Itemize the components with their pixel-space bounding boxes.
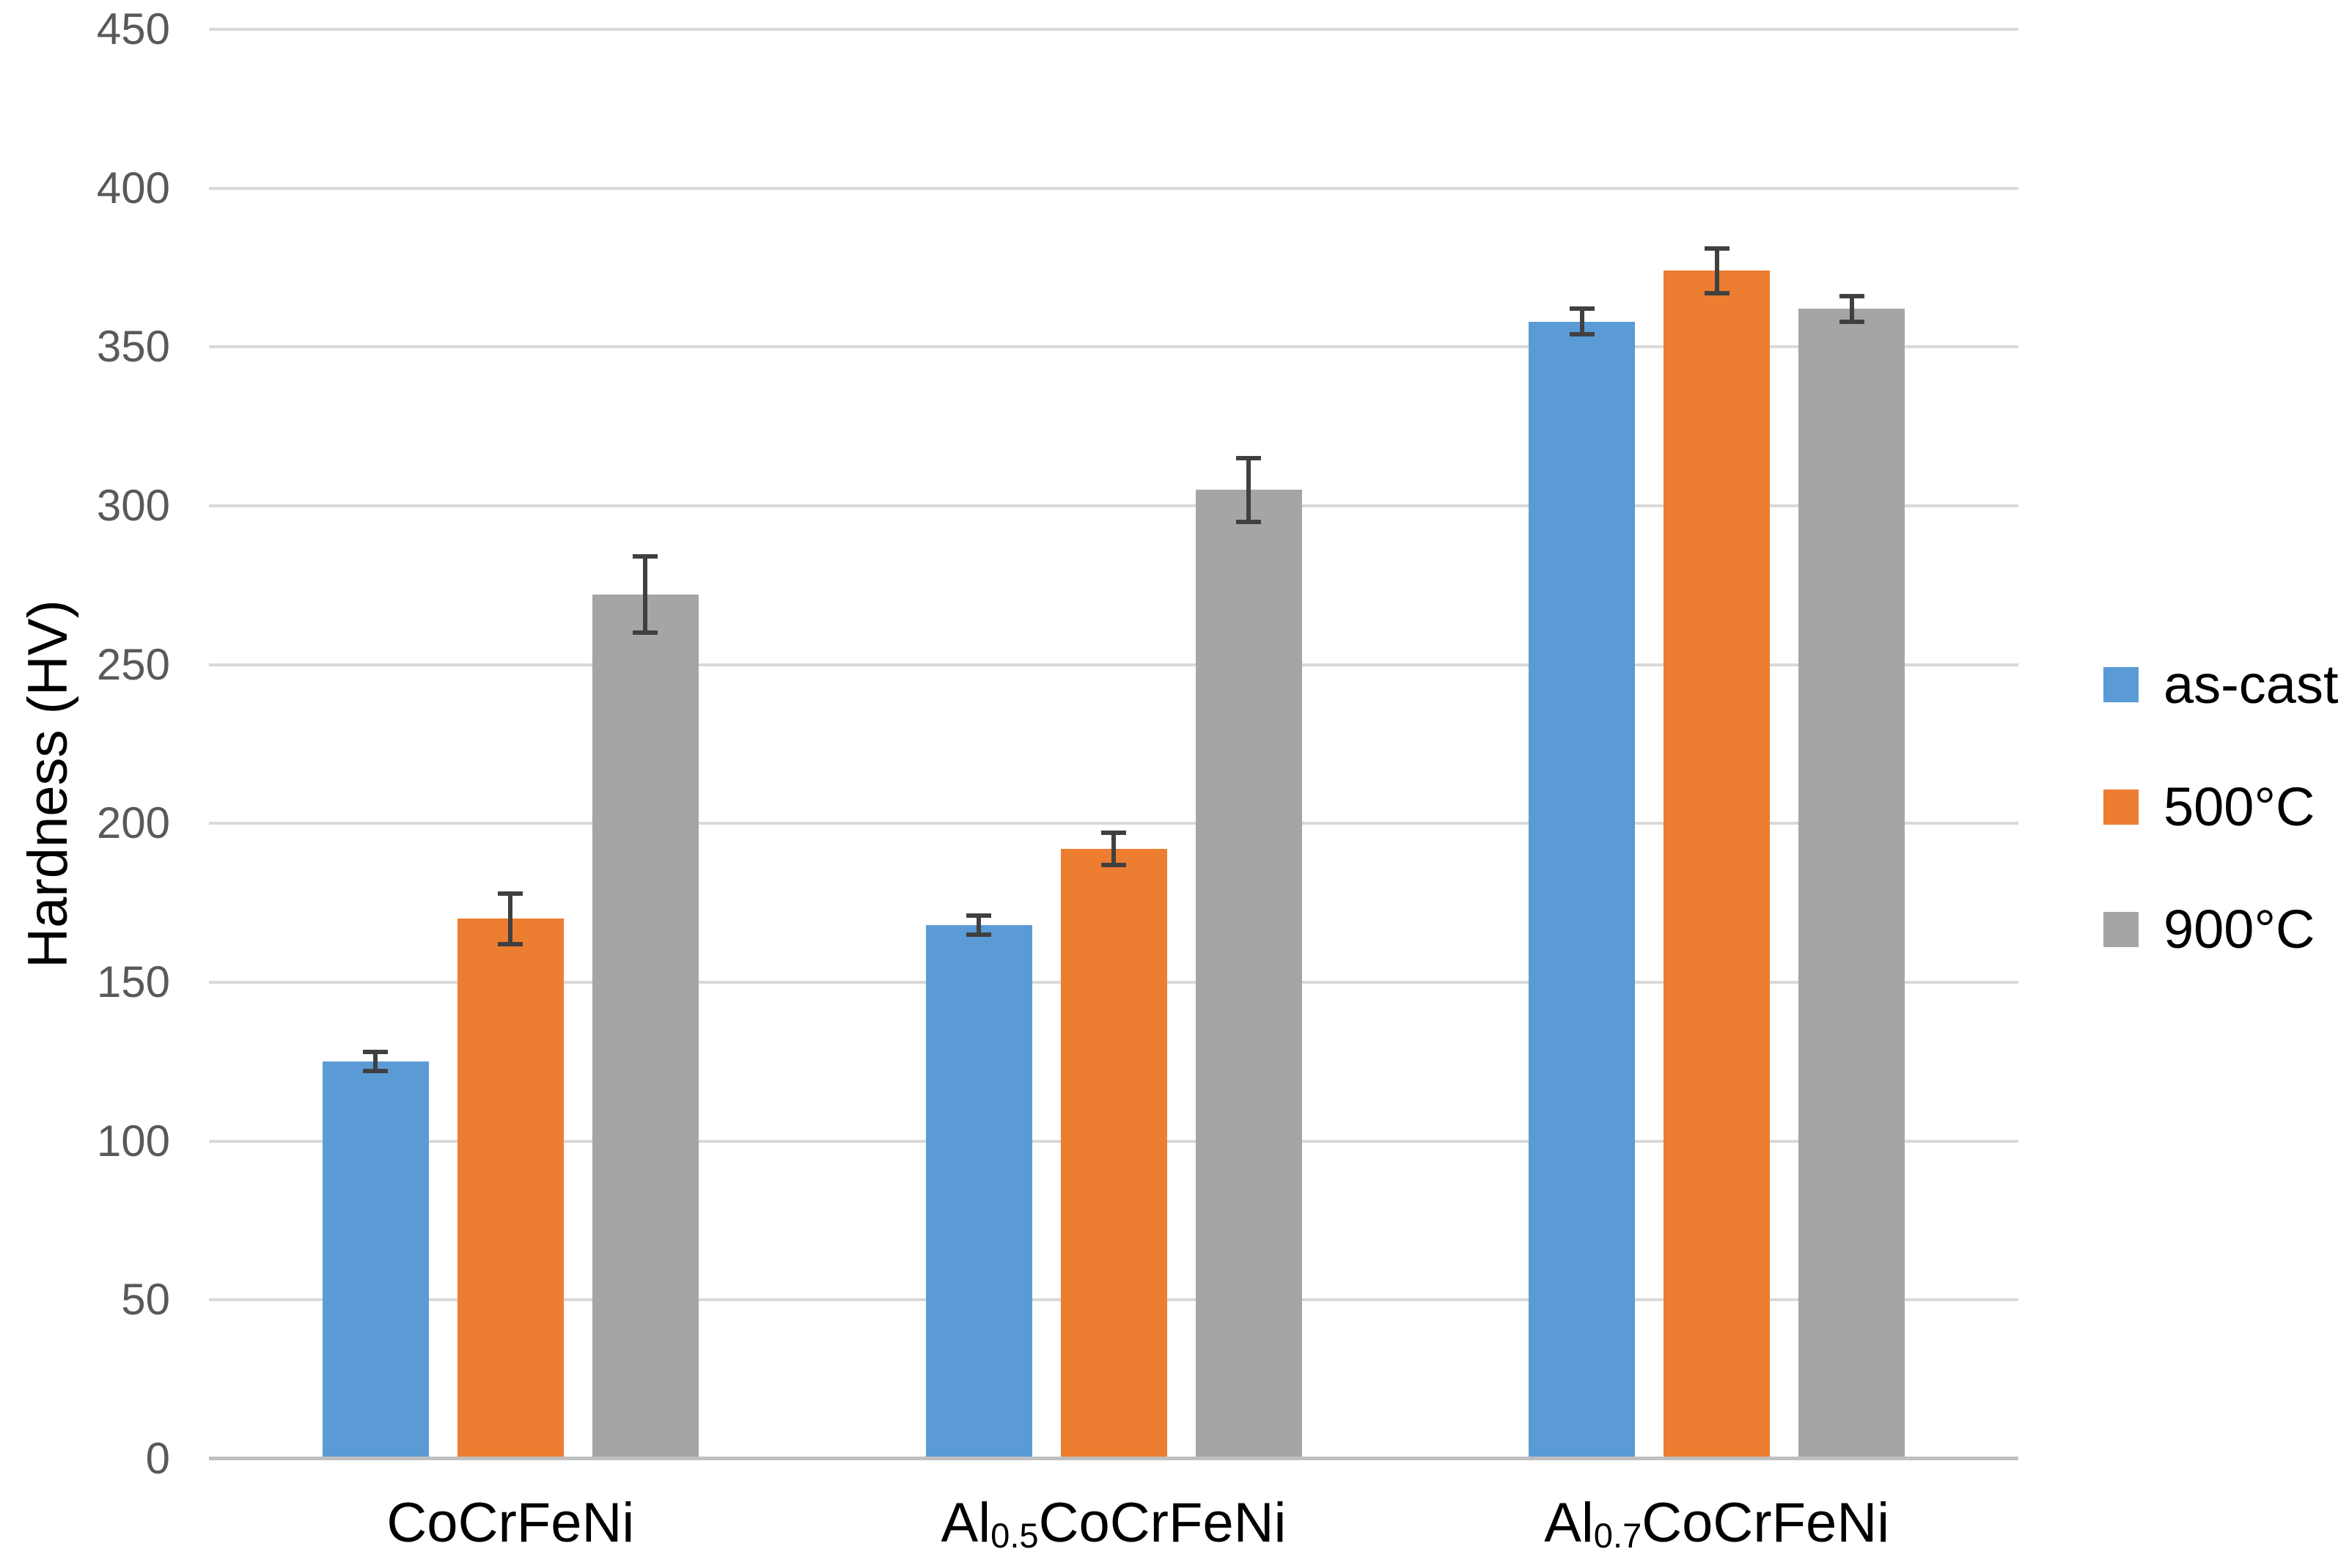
bar-500°C-Al0.5CoCrFeNi: [1060, 849, 1167, 1459]
error-cap-bottom-900°C-CoCrFeNi: [633, 630, 658, 636]
error-cap-top-as-cast-Al0.7CoCrFeNi: [1569, 306, 1595, 312]
y-tick-label-200: 200: [96, 798, 170, 848]
y-tick-label-400: 400: [96, 163, 170, 213]
legend-item-900°C: 900°C: [2103, 902, 2339, 957]
bar-900°C-Al0.5CoCrFeNi: [1195, 490, 1302, 1459]
y-tick-label-450: 450: [96, 4, 170, 54]
legend-item-500°C: 500°C: [2103, 780, 2339, 834]
error-bar-900°C-Al0.7CoCrFeNi: [1849, 296, 1854, 322]
x-category-label-CoCrFeNi: CoCrFeNi: [386, 1492, 635, 1554]
y-axis-title-wrap: Hardness (HV): [0, 0, 95, 1568]
error-bar-900°C-CoCrFeNi: [643, 556, 648, 633]
error-bar-500°C-Al0.7CoCrFeNi: [1714, 249, 1719, 293]
bar-as-cast-Al0.7CoCrFeNi: [1529, 321, 1636, 1459]
error-cap-bottom-500°C-CoCrFeNi: [498, 942, 523, 946]
error-cap-top-500°C-Al0.7CoCrFeNi: [1704, 246, 1729, 251]
error-cap-bottom-900°C-Al0.7CoCrFeNi: [1839, 319, 1864, 324]
gridline-450: [209, 28, 2018, 32]
error-cap-top-900°C-CoCrFeNi: [633, 554, 658, 559]
error-cap-bottom-500°C-Al0.7CoCrFeNi: [1704, 290, 1729, 295]
error-bar-as-cast-Al0.5CoCrFeNi: [977, 916, 981, 935]
error-cap-top-900°C-Al0.5CoCrFeNi: [1236, 456, 1261, 460]
y-tick-label-100: 100: [96, 1116, 170, 1166]
error-cap-top-as-cast-Al0.5CoCrFeNi: [966, 913, 991, 918]
legend-swatch-as-cast: [2103, 667, 2139, 702]
error-cap-bottom-900°C-Al0.5CoCrFeNi: [1236, 519, 1261, 524]
error-cap-bottom-as-cast-Al0.7CoCrFeNi: [1569, 332, 1595, 336]
x-category-label-Al0.7CoCrFeNi: Al0.7CoCrFeNi: [1544, 1492, 1890, 1556]
legend-label-as-cast: as-cast: [2164, 654, 2339, 715]
error-cap-bottom-500°C-Al0.5CoCrFeNi: [1101, 862, 1126, 867]
y-tick-label-350: 350: [96, 322, 170, 372]
legend-label-900°C: 900°C: [2164, 899, 2315, 960]
x-axis-line: [209, 1457, 2018, 1460]
x-category-subscript: 0.7: [1593, 1516, 1642, 1556]
error-cap-bottom-as-cast-CoCrFeNi: [363, 1069, 389, 1074]
legend-swatch-900°C: [2103, 912, 2139, 947]
plot-area: [209, 28, 2018, 1460]
error-cap-top-500°C-Al0.5CoCrFeNi: [1101, 831, 1126, 836]
y-tick-label-300: 300: [96, 481, 170, 530]
bar-500°C-Al0.7CoCrFeNi: [1664, 270, 1771, 1459]
y-tick-label-50: 50: [121, 1275, 170, 1325]
error-cap-top-as-cast-CoCrFeNi: [363, 1050, 389, 1055]
y-tick-label-250: 250: [96, 639, 170, 689]
bar-900°C-Al0.7CoCrFeNi: [1798, 309, 1905, 1459]
error-cap-top-500°C-CoCrFeNi: [498, 891, 523, 896]
error-cap-bottom-as-cast-Al0.5CoCrFeNi: [966, 932, 991, 937]
error-bar-as-cast-Al0.7CoCrFeNi: [1579, 309, 1584, 334]
y-tick-label-150: 150: [96, 957, 170, 1006]
error-cap-top-900°C-Al0.7CoCrFeNi: [1839, 294, 1864, 298]
x-category-subscript: 0.5: [990, 1516, 1039, 1556]
legend-label-500°C: 500°C: [2164, 776, 2315, 837]
error-bar-as-cast-CoCrFeNi: [373, 1052, 378, 1072]
error-bar-500°C-CoCrFeNi: [508, 893, 513, 944]
legend: as-cast 500°C 900°C: [2103, 658, 2339, 1025]
x-category-label-Al0.5CoCrFeNi: Al0.5CoCrFeNi: [941, 1492, 1287, 1556]
legend-item-as-cast: as-cast: [2103, 658, 2339, 712]
error-bar-900°C-Al0.5CoCrFeNi: [1246, 458, 1251, 522]
y-tick-label-0: 0: [145, 1434, 170, 1483]
gridline-200: [209, 822, 2018, 825]
gridline-300: [209, 504, 2018, 507]
bar-as-cast-CoCrFeNi: [322, 1061, 429, 1459]
error-bar-500°C-Al0.5CoCrFeNi: [1111, 833, 1116, 865]
bar-500°C-CoCrFeNi: [457, 919, 564, 1459]
legend-swatch-500°C: [2103, 789, 2139, 825]
bar-as-cast-Al0.5CoCrFeNi: [925, 925, 1032, 1459]
gridline-250: [209, 663, 2018, 666]
bar-900°C-CoCrFeNi: [592, 595, 699, 1459]
gridline-400: [209, 186, 2018, 190]
gridline-350: [209, 345, 2018, 349]
